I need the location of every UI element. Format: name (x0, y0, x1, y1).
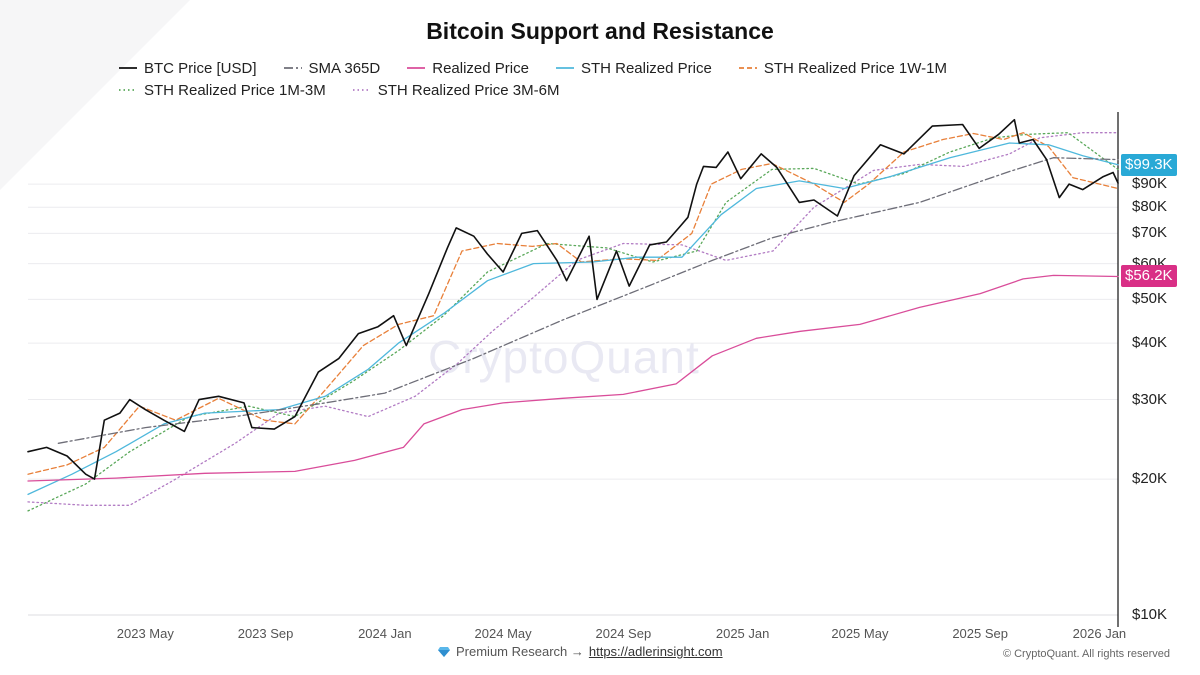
watermark-text: CryptoQuant (428, 331, 700, 383)
series-line-sth-realized-price-1w-1m (27, 132, 1119, 475)
legend-item[interactable]: SMA 365D (283, 58, 381, 78)
legend-item[interactable]: BTC Price [USD] (118, 58, 257, 78)
legend-item[interactable]: STH Realized Price 1W-1M (738, 58, 947, 78)
chart-title: Bitcoin Support and Resistance (426, 18, 774, 44)
y-tick-label: $10K (1132, 606, 1168, 623)
legend-item[interactable]: STH Realized Price (555, 58, 712, 78)
legend-swatch (738, 67, 757, 69)
legend-label: STH Realized Price 1M-3M (144, 81, 326, 99)
copyright-text: © CryptoQuant. All rights reserved (1002, 648, 1170, 660)
x-tick-label: 2026 Jan (1072, 626, 1127, 641)
series-line-btc-price-usd (27, 118, 1119, 480)
x-tick-label: 2025 Jan (715, 626, 770, 641)
legend-swatch (555, 67, 574, 69)
y-tick-label: $20K (1132, 470, 1168, 488)
current-value-badge: $99.3K (1121, 153, 1177, 176)
series-line-realized-price (27, 274, 1119, 482)
series-line-sth-realized-price (27, 142, 1119, 496)
y-tick-label: $70K (1132, 224, 1168, 242)
footer-research: Premium Research → https://adlerinsight.… (438, 644, 723, 659)
series-line-sma-365d (57, 157, 1119, 444)
legend-swatch (283, 67, 302, 69)
chart-legend: BTC Price [USD] SMA 365D Realized Price STH… (118, 58, 1118, 100)
legend-swatch (119, 67, 137, 69)
series-line-sth-realized-price-1m-3m (27, 132, 1119, 512)
legend-label: STH Realized Price 1W-1M (763, 59, 947, 77)
y-tick-label: $30K (1132, 390, 1168, 408)
corner-decoration (0, 0, 190, 190)
x-tick-label: 2024 Jan (358, 626, 412, 641)
y-tick-label: $80K (1132, 198, 1168, 216)
legend-swatch (352, 89, 371, 91)
x-tick-label: 2024 May (474, 626, 532, 641)
legend-label: BTC Price [USD] (144, 59, 257, 77)
y-tick-label: $40K (1132, 334, 1168, 352)
legend-item[interactable]: STH Realized Price 1M-3M (118, 80, 326, 100)
legend-item[interactable]: Realized Price (406, 58, 529, 78)
research-label: Premium Research → (456, 644, 584, 659)
legend-swatch (407, 67, 426, 69)
x-tick-label: 2023 May (116, 626, 174, 641)
x-tick-label: 2023 Sep (237, 626, 294, 641)
y-tick-label: $50K (1132, 290, 1168, 308)
legend-label: STH Realized Price 3M-6M (377, 81, 560, 99)
diamond-icon (438, 646, 450, 657)
research-link[interactable]: https://adlerinsight.com (588, 644, 723, 659)
x-tick-label: 2025 Sep (952, 626, 1008, 641)
x-tick-label: 2025 May (831, 626, 889, 641)
legend-label: Realized Price (432, 59, 529, 77)
legend-swatch (119, 89, 137, 91)
current-value-badge: $56.2K (1121, 265, 1177, 288)
series-line-sth-realized-price-3m-6m (27, 132, 1119, 506)
legend-item[interactable]: STH Realized Price 3M-6M (352, 80, 560, 100)
legend-label: STH Realized Price (580, 59, 712, 77)
y-tick-label: $90K (1132, 175, 1168, 193)
x-tick-label: 2024 Sep (595, 626, 652, 641)
legend-label: SMA 365D (308, 59, 381, 77)
